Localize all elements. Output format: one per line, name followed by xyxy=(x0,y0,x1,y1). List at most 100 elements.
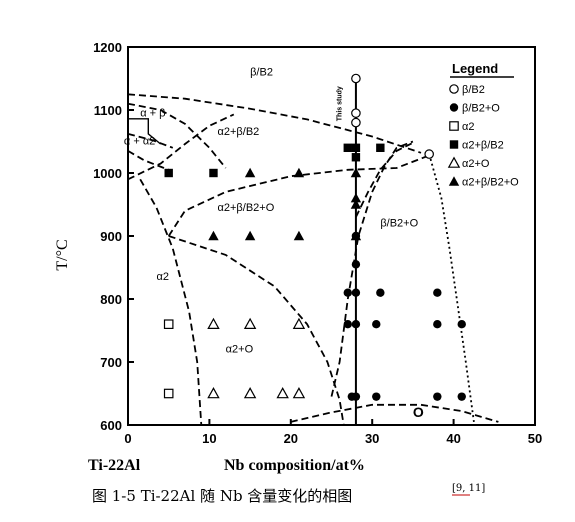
data-point-filled-circle-3 xyxy=(351,288,361,297)
data-point-filled-circle-8 xyxy=(343,288,352,297)
y-tick-label-900: 900 xyxy=(100,229,122,244)
data-point-open-triangle-5 xyxy=(243,387,257,399)
data-point-filled-triangle-2 xyxy=(293,167,305,178)
legend-title: Legend xyxy=(452,61,498,76)
figure-caption: 图 1-5 Ti-22Al 随 Nb 含量变化的相图 xyxy=(92,487,352,505)
region-label-7: α2 xyxy=(156,271,168,283)
legend-entry-5: α2+O xyxy=(462,158,490,170)
data-point-open-triangle-1 xyxy=(207,317,220,329)
data-point-open-triangle-6 xyxy=(276,387,289,399)
y-tick-label-1100: 1100 xyxy=(94,103,122,118)
x-tick-label-0: 0 xyxy=(124,431,131,446)
data-point-filled-circle-11 xyxy=(372,392,381,401)
phase-boundary-3 xyxy=(128,118,162,145)
phase-boundary-2 xyxy=(127,102,227,169)
data-point-open-circle-2 xyxy=(351,108,361,118)
x-tick-label-20: 20 xyxy=(284,431,298,446)
phase-boundary-4 xyxy=(127,133,174,149)
legend-marker-open-square xyxy=(449,121,459,131)
data-point-filled-square-5 xyxy=(351,153,361,162)
region-labels: β/B2 α + β α + α2 α2+β/B2 α2+β/B2+O β/B2+O α2 α… xyxy=(124,66,424,419)
legend-marker-open-triangle xyxy=(447,156,461,168)
legend-marker-filled-circle xyxy=(449,103,459,112)
data-point-open-triangle-7 xyxy=(292,387,306,399)
phase-boundary-9 xyxy=(168,235,345,426)
phase-boundary-5 xyxy=(127,150,170,171)
data-point-filled-circle-4 xyxy=(351,320,361,329)
x-tick-label-40: 40 xyxy=(446,431,460,446)
data-point-filled-circle-14 xyxy=(433,392,442,401)
x-tick-label-10: 10 xyxy=(202,431,216,446)
data-point-filled-triangle-5 xyxy=(208,230,219,241)
legend: Legend β/B2 β/B2+O α2 α2+β/B2 α2+O α2+β/B2+O xyxy=(447,61,519,189)
y-tick-label-600: 600 xyxy=(100,418,122,433)
phase-boundary-13 xyxy=(290,403,499,423)
study-composition-label: This study xyxy=(336,86,343,121)
data-point-filled-circle-15 xyxy=(457,320,466,329)
phase-boundaries xyxy=(127,93,499,426)
y-tick-label-1200: 1200 xyxy=(93,40,122,55)
data-point-filled-square-3 xyxy=(343,143,352,152)
phase-boundary-12 xyxy=(428,153,475,423)
legend-marker-filled-square xyxy=(449,140,459,149)
data-point-filled-circle-6 xyxy=(347,392,357,401)
legend-entry-2: β/B2+O xyxy=(462,103,500,115)
phase-boundary-1 xyxy=(127,93,422,154)
region-label-9: O xyxy=(413,404,424,420)
data-point-open-triangle-4 xyxy=(207,387,220,399)
data-point-filled-circle-7 xyxy=(343,320,352,329)
data-point-open-circle-1 xyxy=(351,73,361,84)
data-point-open-square-1 xyxy=(163,319,174,329)
region-label-2: α + β xyxy=(140,107,165,119)
phase-boundary-11 xyxy=(355,141,414,218)
region-label-1: β/B2 xyxy=(250,66,273,78)
axes: 0 10 20 30 40 50 600 700 800 900 1000 1100 1200 xyxy=(93,40,542,446)
data-point-filled-square-6 xyxy=(376,143,385,152)
phase-boundary-7 xyxy=(139,178,203,426)
region-label-4: α2+β/B2 xyxy=(218,126,260,138)
data-point-filled-circle-2 xyxy=(351,260,361,269)
x-axis-label: Nb composition/at% xyxy=(224,457,365,474)
region-label-3: α + α2 xyxy=(124,136,155,148)
data-point-open-circle-4 xyxy=(424,149,434,159)
data-point-filled-circle-13 xyxy=(433,320,442,329)
phase-boundary-6 xyxy=(127,113,235,181)
figure-caption-ref: [9, 11] xyxy=(452,483,485,494)
data-point-filled-triangle-6 xyxy=(244,230,256,241)
y-tick-label-800: 800 xyxy=(100,292,122,307)
y-tick-label-1000: 1000 xyxy=(93,166,122,181)
y-tick-label-700: 700 xyxy=(100,355,122,370)
data-point-filled-triangle-9 xyxy=(350,199,362,209)
y-axis-label: T/°C xyxy=(54,239,71,270)
legend-entry-4: α2+β/B2 xyxy=(462,140,504,152)
data-point-open-circle-3 xyxy=(351,117,361,128)
data-point-filled-triangle-4 xyxy=(350,193,362,203)
data-point-filled-triangle-7 xyxy=(293,230,305,241)
region-label-5: α2+β/B2+O xyxy=(218,202,275,214)
data-point-filled-circle-16 xyxy=(457,392,466,401)
legend-entry-6: α2+β/B2+O xyxy=(462,177,519,189)
data-point-filled-square-4 xyxy=(351,143,361,152)
x-tick-label-30: 30 xyxy=(365,431,379,446)
phase-boundary-8 xyxy=(167,154,430,237)
data-point-filled-square-2 xyxy=(209,168,218,178)
study-composition-line: This study xyxy=(336,78,357,425)
data-points xyxy=(163,73,466,401)
data-point-filled-square-1 xyxy=(164,168,173,178)
data-point-filled-circle-12 xyxy=(433,288,442,297)
legend-marker-open-circle xyxy=(449,84,459,94)
legend-entry-3: α2 xyxy=(462,121,474,133)
region-label-8: α2+O xyxy=(226,344,254,356)
region-label-6: β/B2+O xyxy=(380,218,418,230)
data-point-open-triangle-3 xyxy=(292,317,306,329)
x-tick-label-50: 50 xyxy=(528,431,542,446)
phase-boundary-10 xyxy=(330,140,414,397)
data-point-filled-triangle-1 xyxy=(244,167,256,178)
x-axis-label-left: Ti-22Al xyxy=(88,457,141,474)
data-point-filled-triangle-8 xyxy=(350,230,362,241)
data-point-open-triangle-2 xyxy=(243,317,257,329)
legend-marker-filled-triangle xyxy=(448,176,460,186)
legend-entry-1: β/B2 xyxy=(462,84,485,96)
data-point-filled-circle-10 xyxy=(372,320,381,329)
